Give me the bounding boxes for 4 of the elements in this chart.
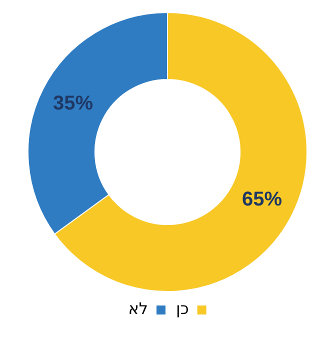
legend-label: כן — [176, 299, 189, 318]
data-label: 65% — [242, 188, 282, 211]
data-label: 35% — [53, 92, 94, 114]
legend-label: לא — [128, 299, 148, 318]
